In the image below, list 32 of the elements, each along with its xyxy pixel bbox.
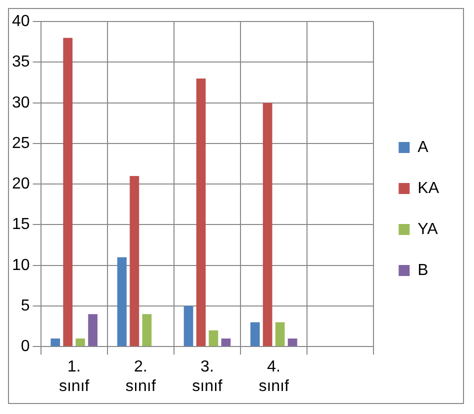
bar (63, 38, 73, 346)
y-tick-label: 25 (12, 134, 30, 152)
legend-label: YA (418, 220, 438, 238)
bar (275, 322, 285, 346)
x-tick-label: 1. sınıf (58, 358, 90, 395)
bar (117, 257, 127, 346)
bar (262, 102, 272, 346)
bar (76, 338, 86, 346)
bar (88, 314, 98, 346)
bar (288, 338, 298, 346)
bar (50, 338, 60, 346)
bar (184, 306, 194, 346)
bar (142, 314, 152, 346)
x-tick-label: 2. sınıf (126, 358, 156, 395)
legend-label: KA (418, 180, 440, 197)
y-tick-label: 30 (12, 94, 30, 112)
x-tick-label: 4. sınıf (258, 358, 290, 395)
y-tick-label: 35 (12, 54, 30, 71)
y-tick-label: 0 (20, 338, 30, 356)
y-tick-label: 20 (12, 176, 30, 193)
bar (196, 78, 206, 346)
x-tick-label: 3. sınıf (192, 358, 223, 395)
bar (221, 338, 231, 346)
y-tick-label: 40 (12, 13, 30, 30)
bar (130, 176, 140, 346)
y-tick-label: 10 (12, 256, 30, 274)
legend-label: B (418, 262, 428, 279)
legend-label: A (418, 138, 429, 156)
y-tick-label: 5 (20, 297, 30, 314)
bar (250, 322, 260, 346)
y-tick-label: 15 (12, 216, 30, 234)
bar (208, 330, 218, 346)
